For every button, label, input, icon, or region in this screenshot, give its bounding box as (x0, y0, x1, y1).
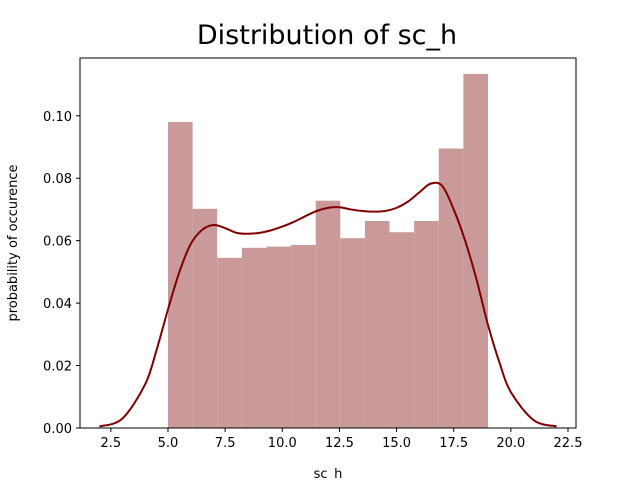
y-tick-label: 0.04 (43, 297, 72, 312)
x-tick-label: 17.5 (439, 436, 468, 451)
histogram-bar (414, 220, 439, 428)
x-tick-label: 15.0 (382, 436, 411, 451)
histogram-bar (217, 257, 242, 428)
histogram-bar (389, 232, 415, 428)
y-tick-label: 0.06 (43, 235, 72, 250)
histogram-bar (266, 246, 292, 428)
chart-title: Distribution of sc_h (197, 20, 457, 51)
histogram-bar (192, 208, 218, 428)
histogram-bar (438, 148, 464, 428)
x-tick-label: 7.5 (215, 436, 236, 451)
x-axis: 2.5 5.0 7.5 10.0 12.5 15.0 17.5 20.0 22.5 (101, 428, 583, 451)
x-tick-label: 12.5 (325, 436, 354, 451)
y-tick-label: 0.02 (43, 360, 72, 375)
histogram-bar (291, 245, 316, 428)
kde-curve (99, 181, 557, 428)
y-axis: 0.00 0.02 0.04 0.06 0.08 0.10 (43, 110, 80, 437)
histogram-bar (463, 73, 488, 429)
histogram-bar (364, 220, 390, 428)
x-tick-label: 10.0 (268, 436, 297, 451)
x-axis-title: sc_h (314, 467, 343, 480)
histogram-bar (241, 247, 267, 428)
histogram-bar (168, 122, 193, 429)
histogram-bar (315, 200, 341, 428)
x-tick-label: 5.0 (158, 436, 179, 451)
y-tick-label: 0.00 (43, 422, 72, 437)
histogram-bars (168, 73, 488, 429)
x-tick-label: 2.5 (101, 436, 122, 451)
y-tick-label: 0.10 (43, 110, 72, 125)
y-axis-title: probability of occurence (6, 164, 21, 321)
histogram-bar (340, 238, 365, 428)
x-tick-label: 20.0 (496, 436, 525, 451)
plot-frame (79, 57, 577, 429)
x-tick-label: 22.5 (554, 436, 583, 451)
y-tick-label: 0.08 (43, 172, 72, 187)
